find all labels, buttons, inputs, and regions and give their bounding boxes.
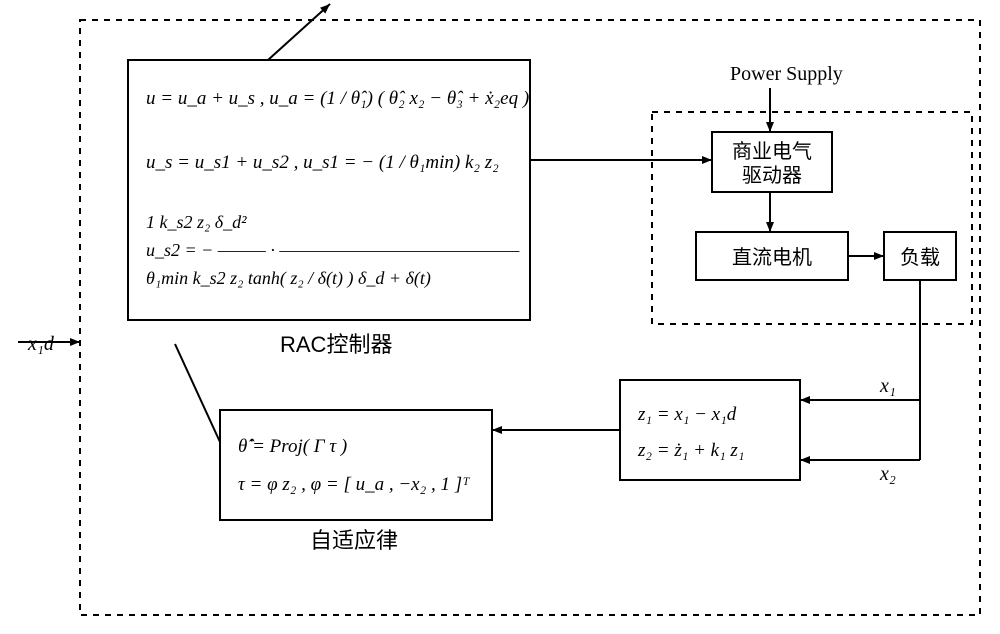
rac-eq2: u_s = u_s1 + u_s2 , u_s1 = − (1 / θ₁min)… xyxy=(146,152,499,173)
adjust-arrow-up xyxy=(268,4,330,60)
rac-eq3-mid: u_s2 = − ——— · ——————————————— xyxy=(146,240,520,260)
x1-label: x₁ xyxy=(879,375,896,397)
input-label-x1d: x₁d xyxy=(27,333,55,355)
rac-caption: RAC控制器 xyxy=(280,332,392,357)
adapt-eq1: θ̂̇ = Proj( Γ τ ) xyxy=(238,436,347,457)
rac-eq1: u = u_a + u_s , u_a = (1 / θ̂₁) ( θ̂₂ x₂… xyxy=(146,88,529,109)
z2-eq: z₂ = ż₁ + k₁ z₁ xyxy=(637,440,744,461)
driver-line1: 商业电气 xyxy=(732,140,812,163)
adaptive-law-box xyxy=(220,410,492,520)
driver-line2: 驱动器 xyxy=(742,164,802,187)
adapt-eq2: τ = φ z₂ , φ = [ u_a , −x₂ , 1 ]ᵀ xyxy=(238,474,470,495)
z-defs-box xyxy=(620,380,800,480)
z1-eq: z₁ = x₁ − x₁d xyxy=(637,404,737,425)
rac-eq3-bot: θ₁min k_s2 z₂ tanh( z₂ / δ(t) ) δ_d + δ(… xyxy=(146,268,431,289)
rac-eq3-top: 1 k_s2 z₂ δ_d² xyxy=(146,212,247,232)
load-label: 负载 xyxy=(900,246,940,269)
plant-dashed-boundary xyxy=(652,112,972,324)
power-supply-label: Power Supply xyxy=(730,63,843,85)
adapt-caption: 自适应律 xyxy=(310,528,398,553)
x2-label: x₂ xyxy=(879,463,896,485)
motor-label: 直流电机 xyxy=(732,246,812,269)
adjust-line-down xyxy=(175,344,220,442)
